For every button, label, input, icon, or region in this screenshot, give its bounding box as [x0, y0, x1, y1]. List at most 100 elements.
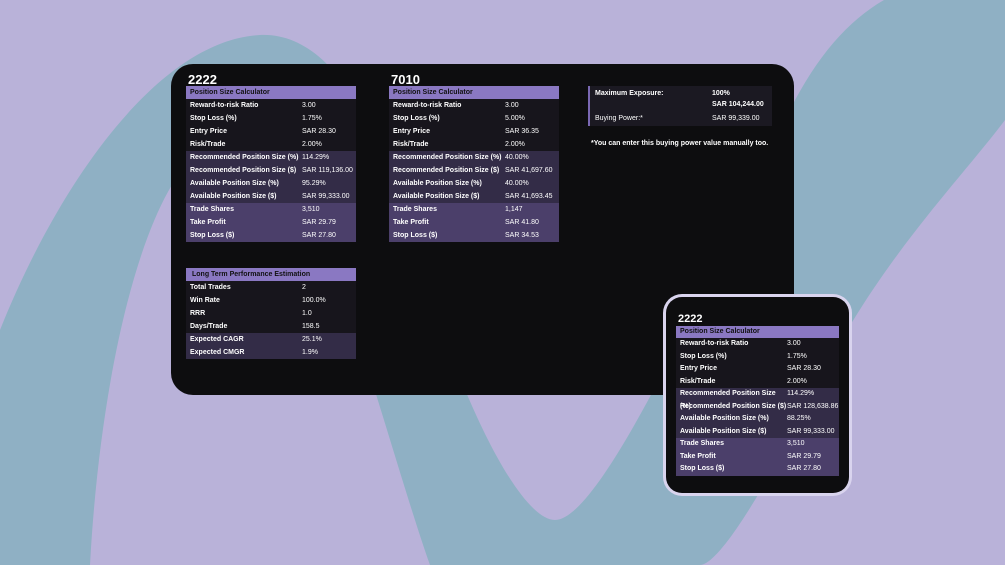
row-value: 1.0 — [302, 310, 312, 317]
row-label: Entry Price — [393, 128, 430, 135]
table-row: Available Position Size ($) SAR 99,333.00 — [186, 190, 356, 203]
row-label: Days/Trade — [190, 323, 228, 330]
row-value: 2.00% — [302, 141, 322, 148]
exposure-box: Maximum Exposure: 100% SAR 104,244.00 Bu… — [588, 86, 772, 126]
table-row: Reward-to-risk Ratio 3.00 — [186, 99, 356, 112]
table-row: Stop Loss (%) 1.75% — [676, 350, 839, 363]
row-label: Reward-to-risk Ratio — [190, 102, 259, 109]
performance-header: Long Term Performance Estimation — [186, 268, 356, 281]
row-value: 114.29% — [302, 154, 330, 161]
buying-power-label: Buying Power:* — [595, 115, 643, 122]
row-label: Risk/Trade — [190, 141, 226, 148]
calculator-header: Position Size Calculator — [389, 86, 559, 99]
row-label: Take Profit — [680, 452, 716, 460]
table-row: Trade Shares 3,510 — [676, 438, 839, 451]
row-label: Recommended Position Size (%) — [680, 390, 776, 410]
row-label: Risk/Trade — [680, 377, 716, 385]
phone-ticker-title: 2222 — [678, 313, 703, 325]
row-value: SAR 27.80 — [787, 465, 821, 472]
position-size-calculator-7010: Position Size Calculator Reward-to-risk … — [389, 86, 559, 242]
row-label: Take Profit — [190, 219, 226, 226]
ticker-2222-title: 2222 — [188, 72, 217, 87]
buying-power-value[interactable]: SAR 99,339.00 — [712, 115, 760, 122]
calculator-header: Position Size Calculator — [676, 326, 839, 338]
table-row: Stop Loss (%) 5.00% — [389, 112, 559, 125]
row-value: 158.5 — [302, 323, 320, 330]
row-label: Stop Loss ($) — [190, 232, 235, 239]
table-row: Reward-to-risk Ratio 3.00 — [676, 338, 839, 351]
row-value: SAR 29.79 — [787, 452, 821, 460]
row-label: Stop Loss ($) — [393, 232, 438, 239]
row-label: Win Rate — [190, 297, 220, 304]
row-value: 2.00% — [505, 141, 525, 148]
table-row: Risk/Trade 2.00% — [676, 375, 839, 388]
table-row: Entry Price SAR 36.35 — [389, 125, 559, 138]
row-value: SAR 27.80 — [302, 232, 336, 239]
table-row: Available Position Size ($) SAR 99,333.00 — [676, 425, 839, 438]
row-label: Available Position Size ($) — [393, 193, 480, 200]
table-row: Recommended Position Size ($) SAR 119,136… — [186, 164, 356, 177]
table-row: Entry Price SAR 28.30 — [676, 363, 839, 376]
table-row: Entry Price SAR 28.30 — [186, 125, 356, 138]
row-label: Take Profit — [393, 219, 429, 226]
max-exposure-label: Maximum Exposure: — [595, 90, 664, 97]
table-row: Take Profit SAR 41.80 — [389, 216, 559, 229]
max-exposure-percent[interactable]: 100% — [712, 90, 730, 97]
row-label: Reward-to-risk Ratio — [393, 102, 462, 109]
table-row: Stop Loss ($) SAR 27.80 — [676, 463, 839, 476]
row-label: Stop Loss (%) — [680, 352, 727, 360]
row-value: 3.00 — [505, 102, 519, 109]
table-row: Trade Shares 1,147 — [389, 203, 559, 216]
table-row: Expected CAGR 25.1% — [186, 333, 356, 346]
table-row: Risk/Trade 2.00% — [389, 138, 559, 151]
row-label: Available Position Size (%) — [393, 180, 482, 187]
row-value: SAR 41.80 — [505, 219, 539, 226]
row-label: Stop Loss (%) — [190, 115, 237, 122]
row-value: 1.9% — [302, 349, 318, 356]
row-label: Expected CAGR — [190, 336, 244, 343]
table-row: Available Position Size ($) SAR 41,693.45 — [389, 190, 559, 203]
row-value: 3.00 — [787, 340, 801, 347]
row-value: 1,147 — [505, 206, 523, 213]
row-value: 2.00% — [787, 377, 807, 385]
row-value: SAR 28.30 — [787, 365, 821, 372]
row-label: Recommended Position Size (%) — [190, 154, 299, 161]
row-value: 1.75% — [302, 115, 322, 122]
row-value: SAR 99,333.00 — [302, 193, 350, 200]
performance-estimation-table: Long Term Performance Estimation Total T… — [186, 268, 356, 359]
row-value: SAR 119,136.00 — [302, 167, 353, 174]
table-row: Recommended Position Size (%) 114.29% — [186, 151, 356, 164]
row-label: Stop Loss ($) — [680, 465, 725, 472]
table-row: Trade Shares 3,510 — [186, 203, 356, 216]
row-label: Recommended Position Size (%) — [393, 154, 502, 161]
row-label: Risk/Trade — [393, 141, 429, 148]
row-value: 88.25% — [787, 415, 811, 422]
row-label: RRR — [190, 310, 206, 317]
max-exposure-amount: SAR 104,244.00 — [712, 101, 764, 108]
row-label: Available Position Size (%) — [190, 180, 279, 187]
row-value: 3,510 — [302, 206, 320, 213]
row-value: SAR 34.53 — [505, 232, 539, 239]
table-row: Recommended Position Size (%) 40.00% — [389, 151, 559, 164]
row-label: Recommended Position Size ($) — [680, 402, 787, 410]
ticker-7010-title: 7010 — [391, 72, 420, 87]
row-value: 40.00% — [505, 154, 529, 161]
row-value: SAR 99,333.00 — [787, 427, 835, 435]
buying-power-note: *You can enter this buying power value m… — [591, 140, 769, 147]
table-row: Available Position Size (%) 40.00% — [389, 177, 559, 190]
row-label: Entry Price — [680, 365, 717, 372]
row-label: Available Position Size ($) — [190, 193, 277, 200]
row-label: Available Position Size ($) — [680, 427, 767, 435]
row-value: 95.29% — [302, 180, 326, 187]
phone-position-size-calculator: Position Size Calculator Reward-to-risk … — [676, 326, 839, 476]
table-row: Stop Loss ($) SAR 27.80 — [186, 229, 356, 242]
row-value: 1.75% — [787, 352, 807, 360]
row-label: Trade Shares — [680, 440, 724, 447]
row-value: 25.1% — [302, 336, 322, 343]
table-row: Reward-to-risk Ratio 3.00 — [389, 99, 559, 112]
row-label: Recommended Position Size ($) — [190, 167, 297, 174]
row-label: Expected CMGR — [190, 349, 245, 356]
row-value: 114.29% — [787, 390, 815, 397]
table-row: Recommended Position Size ($) SAR 41,697.… — [389, 164, 559, 177]
row-value: 5.00% — [505, 115, 525, 122]
